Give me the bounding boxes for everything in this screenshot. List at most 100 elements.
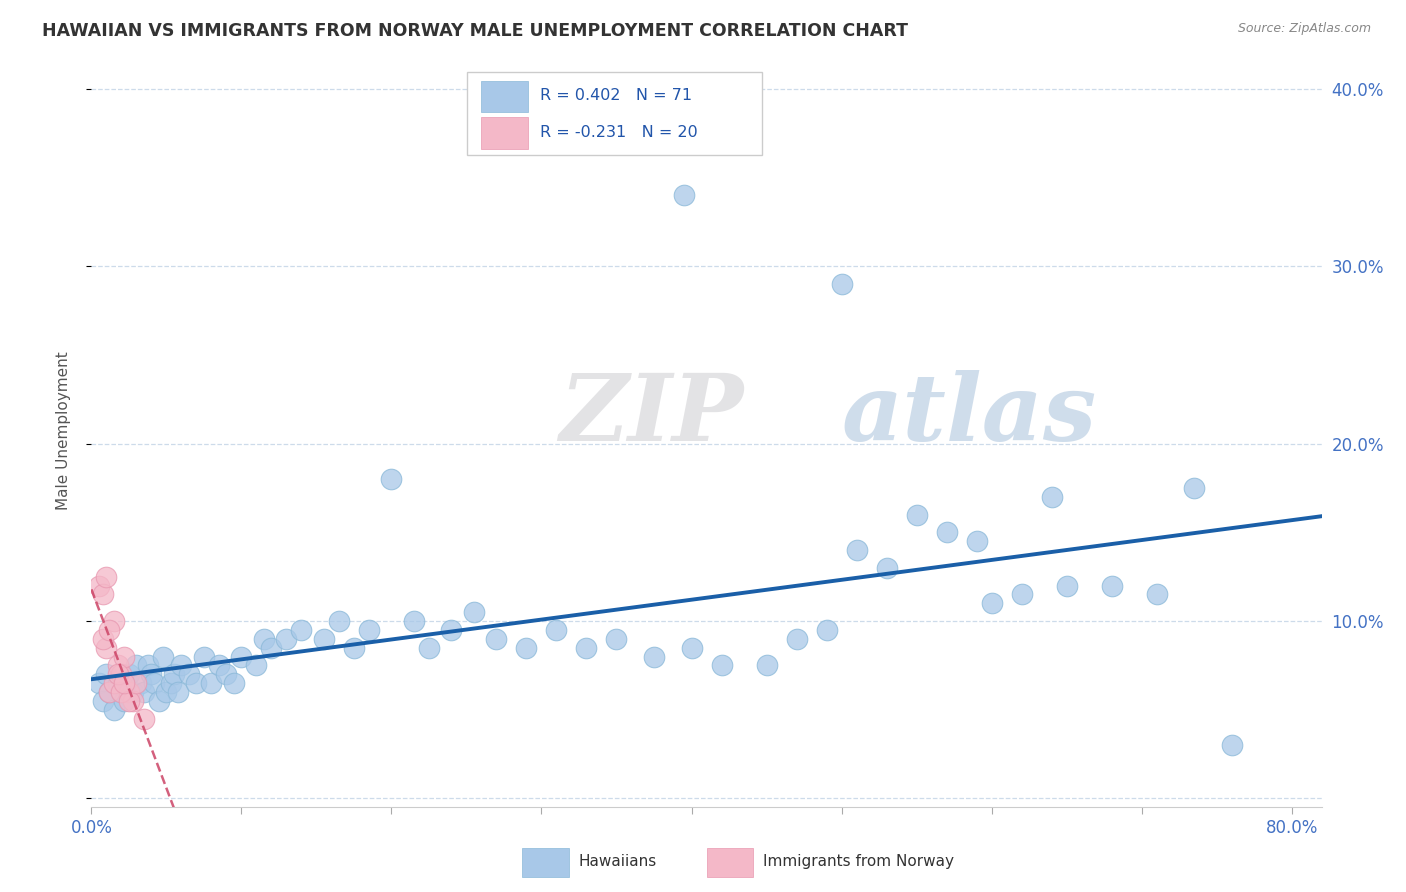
Point [110,685,132,699]
Point [231,649,253,664]
Point [107,667,129,681]
Point [93,632,115,646]
Point [380,472,402,486]
Point [112,676,135,690]
Point [129,676,152,690]
Point [245,658,267,673]
Text: ZIP: ZIP [558,370,744,460]
Point [402,614,425,628]
Point [132,712,155,726]
Text: Source: ZipAtlas.com: Source: ZipAtlas.com [1237,22,1371,36]
Point [253,632,276,646]
Point [1146,587,1168,601]
Point [107,676,129,690]
Point [132,685,155,699]
Point [328,614,350,628]
Point [93,694,115,708]
Point [141,667,163,681]
Point [87,676,110,690]
Point [160,676,183,690]
Point [93,587,115,601]
Point [163,667,186,681]
Text: HAWAIIAN VS IMMIGRANTS FROM NORWAY MALE UNEMPLOYMENT CORRELATION CHART: HAWAIIAN VS IMMIGRANTS FROM NORWAY MALE … [42,22,908,40]
Point [193,649,215,664]
Point [312,632,335,646]
Point [98,623,121,637]
Point [276,632,298,646]
Point [167,685,190,699]
Point [876,561,898,575]
Point [485,632,508,646]
Point [112,694,135,708]
Point [87,578,110,592]
Point [138,658,160,673]
Point [418,640,440,655]
Point [643,649,665,664]
Point [200,676,222,690]
Point [681,640,703,655]
Point [710,658,733,673]
Point [143,676,166,690]
Point [170,658,193,673]
Point [980,596,1002,610]
Text: Immigrants from Norway: Immigrants from Norway [763,854,955,869]
FancyBboxPatch shape [481,117,529,149]
Point [575,640,598,655]
Point [1220,738,1243,752]
Point [125,658,148,673]
Text: R = -0.231   N = 20: R = -0.231 N = 20 [540,125,699,139]
Point [177,667,200,681]
Point [118,667,141,681]
Point [831,277,853,291]
Point [107,658,129,673]
Point [786,632,808,646]
Point [463,605,485,619]
Point [122,694,145,708]
Point [118,694,141,708]
Point [905,508,928,522]
Point [1011,587,1033,601]
Point [440,623,463,637]
Point [110,667,132,681]
Point [208,658,231,673]
Point [96,640,118,655]
Point [148,694,170,708]
Text: Hawaiians: Hawaiians [579,854,657,869]
Point [672,188,695,202]
Point [605,632,627,646]
Point [343,640,366,655]
FancyBboxPatch shape [481,80,529,112]
Point [357,623,380,637]
Text: R = 0.402   N = 71: R = 0.402 N = 71 [540,88,693,103]
Point [815,623,838,637]
Text: atlas: atlas [842,370,1097,460]
Point [755,658,778,673]
Point [110,685,132,699]
Point [260,640,283,655]
Y-axis label: Male Unemployment: Male Unemployment [56,351,70,509]
Point [222,676,245,690]
Point [155,685,177,699]
Point [1056,578,1078,592]
FancyBboxPatch shape [522,848,568,877]
Point [546,623,568,637]
Point [515,640,537,655]
Point [152,649,174,664]
Point [186,676,208,690]
Point [290,623,312,637]
Point [1182,481,1205,495]
Point [98,685,121,699]
Point [103,676,125,690]
FancyBboxPatch shape [706,848,754,877]
Point [118,685,141,699]
Point [112,649,135,664]
Point [1040,490,1063,504]
Point [215,667,238,681]
Point [966,534,988,549]
Point [103,614,125,628]
Point [1101,578,1123,592]
Point [935,525,957,540]
Point [96,667,118,681]
Point [96,570,118,584]
Point [125,676,148,690]
